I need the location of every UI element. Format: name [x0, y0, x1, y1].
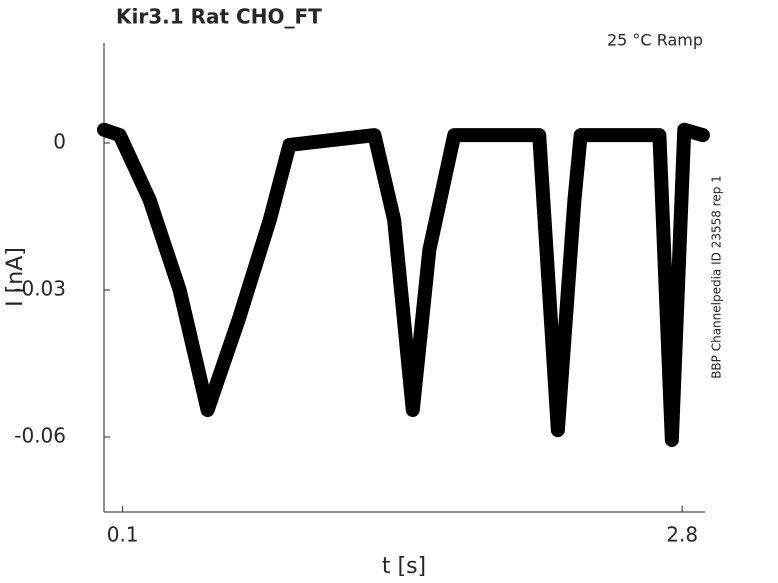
annotation: 25 °C Ramp [607, 31, 703, 50]
data-line [97, 122, 710, 447]
y-tick-label: 0 [53, 129, 66, 153]
x-tick-label: 2.8 [666, 523, 698, 547]
y-axis-label: I [nA] [3, 247, 28, 307]
x-tick-label: 0.1 [107, 523, 139, 547]
x-axis-label: t [s] [382, 554, 426, 579]
y-tick-label: -0.03 [14, 276, 66, 300]
side-note: BBP Channelpedia ID 23558 rep 1 [710, 175, 724, 379]
y-tick-label: -0.06 [14, 424, 66, 448]
chart-title: Kir3.1 Rat CHO_FT [116, 5, 322, 29]
